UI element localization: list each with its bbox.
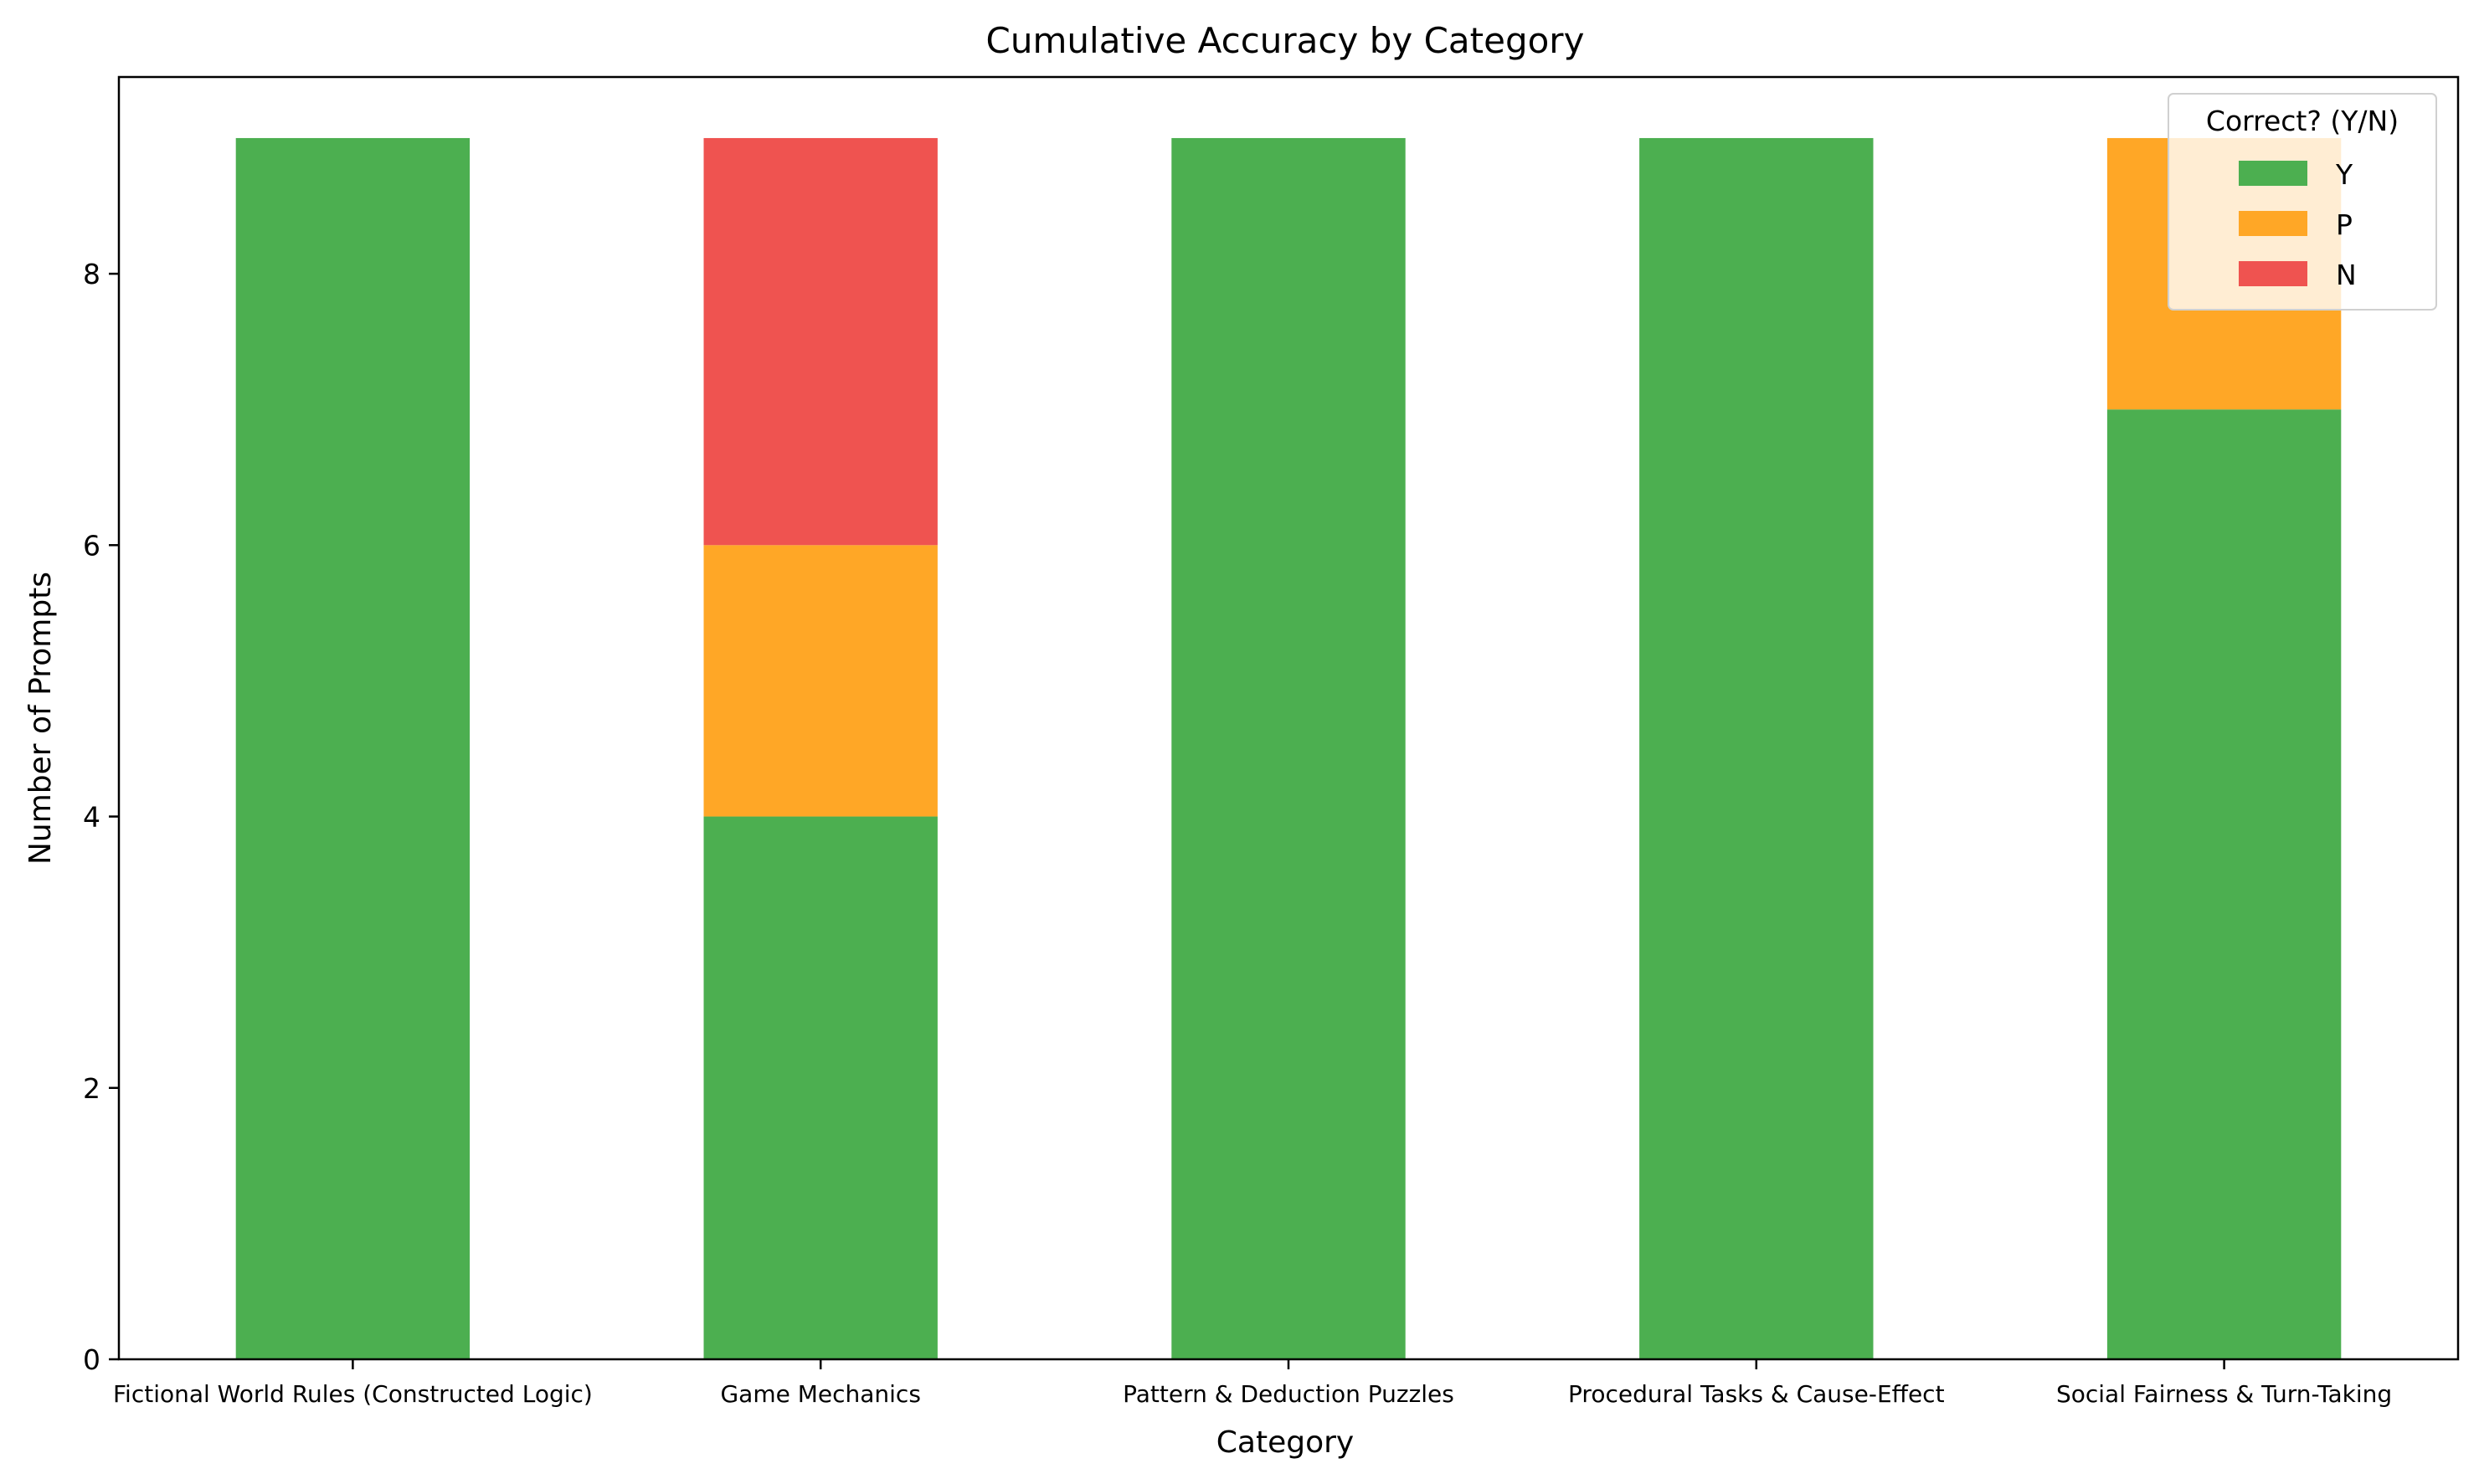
y-tick-label: 6 — [83, 529, 100, 562]
x-tick-label-social-fairness-turn-taking: Social Fairness & Turn-Taking — [2056, 1380, 2392, 1408]
x-axis: Fictional World Rules (Constructed Logic… — [113, 1359, 2392, 1408]
legend-label-n: N — [2336, 259, 2357, 291]
legend-swatch-p — [2239, 211, 2307, 236]
y-tick-label: 2 — [83, 1072, 100, 1105]
legend-label-p: P — [2336, 208, 2353, 241]
bar-game-mechanics-p — [703, 545, 938, 817]
legend-title: Correct? (Y/N) — [2206, 105, 2399, 137]
x-tick-label-game-mechanics: Game Mechanics — [720, 1380, 920, 1408]
y-tick-label: 8 — [83, 258, 100, 290]
legend-label-y: Y — [2335, 158, 2353, 191]
y-axis-label: Number of Prompts — [23, 572, 58, 865]
y-tick-label: 4 — [83, 801, 100, 834]
bar-fictional-world-rules-constructed-logic-y — [235, 137, 471, 1359]
legend-box — [2168, 93, 2437, 311]
x-axis-label: Category — [1216, 1425, 1354, 1460]
legend: Correct? (Y/N) YPN — [2168, 93, 2437, 311]
bars-layer — [235, 137, 2342, 1359]
legend-swatch-n — [2239, 261, 2307, 286]
bar-pattern-deduction-puzzles-y — [1171, 137, 1406, 1359]
legend-swatch-y — [2239, 161, 2307, 186]
bar-social-fairness-turn-taking-y — [2106, 409, 2342, 1359]
x-tick-label-procedural-tasks-cause-effect: Procedural Tasks & Cause-Effect — [1568, 1380, 1945, 1408]
bar-procedural-tasks-cause-effect-y — [1639, 137, 1874, 1359]
x-tick-label-pattern-deduction-puzzles: Pattern & Deduction Puzzles — [1123, 1380, 1454, 1408]
y-tick-label: 0 — [83, 1343, 100, 1376]
x-tick-label-fictional-world-rules-constructed-logic: Fictional World Rules (Constructed Logic… — [113, 1380, 593, 1408]
bar-game-mechanics-y — [703, 816, 938, 1359]
y-axis: 0 2 4 6 8 — [83, 258, 119, 1376]
chart-title: Cumulative Accuracy by Category — [986, 20, 1585, 61]
bar-game-mechanics-n — [703, 137, 938, 546]
